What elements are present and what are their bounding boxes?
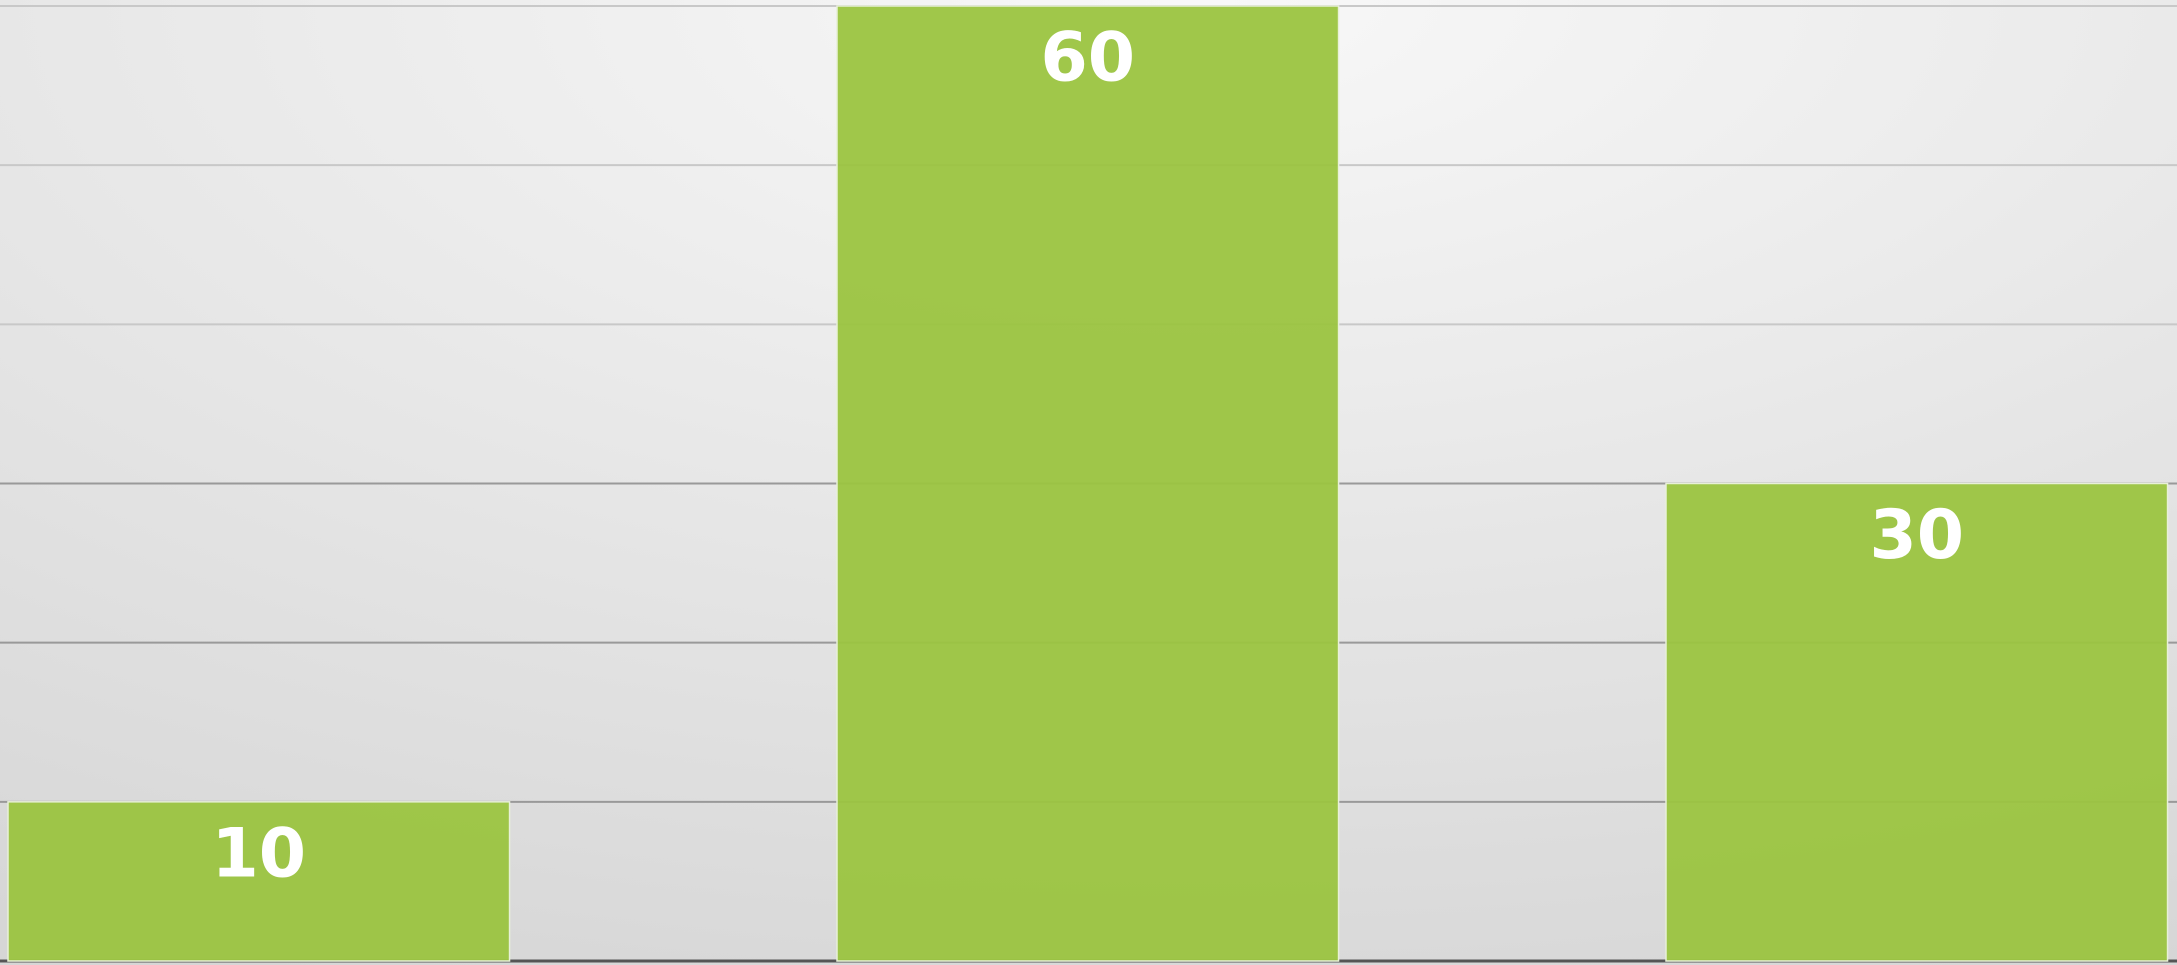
data-label: 10 xyxy=(211,814,306,893)
data-label: 60 xyxy=(1040,19,1135,98)
bar xyxy=(7,801,511,962)
data-label: 30 xyxy=(1869,496,1964,575)
bar xyxy=(836,5,1340,962)
bar xyxy=(1665,482,2169,962)
